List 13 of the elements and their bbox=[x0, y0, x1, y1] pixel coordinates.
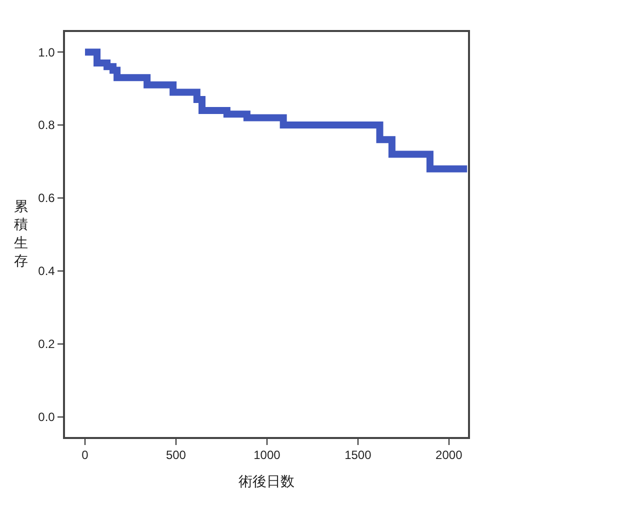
x-tick-label: 1000 bbox=[254, 448, 281, 462]
x-tick-label: 1500 bbox=[344, 448, 372, 462]
y-tick-label: 0.4 bbox=[38, 264, 56, 278]
x-tick-label: 0 bbox=[82, 448, 89, 462]
y-tick-label: 0.6 bbox=[38, 191, 56, 206]
x-tick-label: 500 bbox=[166, 448, 186, 462]
x-axis-title: 術後日数 bbox=[238, 474, 294, 490]
y-tick-label: 0.0 bbox=[38, 410, 56, 424]
y-tick-label: 0.2 bbox=[38, 337, 56, 352]
y-tick-label: 0.8 bbox=[38, 118, 56, 132]
y-axis-title: 累積生存 bbox=[14, 199, 28, 270]
x-tick-label: 2000 bbox=[436, 448, 463, 462]
y-tick-label: 1.0 bbox=[38, 45, 56, 60]
